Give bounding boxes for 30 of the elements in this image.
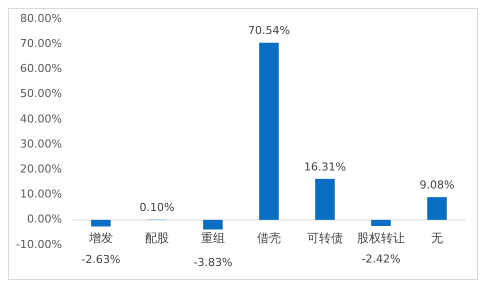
x-tick-label: 配股: [144, 231, 169, 246]
y-tick-label: 70.00%: [20, 36, 62, 50]
y-tick-label: 80.00%: [20, 12, 62, 25]
y-tick-label: 60.00%: [20, 62, 62, 76]
data-label: 16.31%: [304, 160, 346, 174]
y-tick-label: 10.00%: [20, 188, 62, 201]
bar: [315, 178, 335, 220]
bar: [91, 220, 111, 226]
x-tick-label: 借壳: [256, 231, 281, 246]
x-tick-label: 增发: [88, 231, 113, 246]
data-label: 70.54%: [248, 24, 290, 38]
y-tick-label: 50.00%: [20, 87, 62, 100]
y-tick-label: 30.00%: [20, 137, 62, 150]
bar: [371, 220, 391, 226]
x-tick-label: 可转债: [306, 231, 343, 246]
data-label: -3.83%: [193, 256, 232, 269]
x-tick-label: 股权转让: [356, 231, 405, 246]
data-label: -2.42%: [362, 252, 400, 266]
bar: [259, 42, 279, 220]
y-tick-label: 40.00%: [20, 112, 62, 126]
bar: [203, 220, 223, 230]
x-tick-label: 重组: [200, 231, 225, 246]
data-label: 0.10%: [139, 200, 174, 214]
data-label: 9.08%: [420, 178, 454, 192]
data-label: -2.63%: [81, 252, 120, 266]
y-tick-label: -10.00%: [16, 238, 62, 251]
x-tick-label: 无: [430, 231, 443, 246]
y-tick-label: 20.00%: [20, 162, 62, 176]
y-tick-label: 0.00%: [26, 212, 62, 226]
bar: [427, 197, 447, 220]
